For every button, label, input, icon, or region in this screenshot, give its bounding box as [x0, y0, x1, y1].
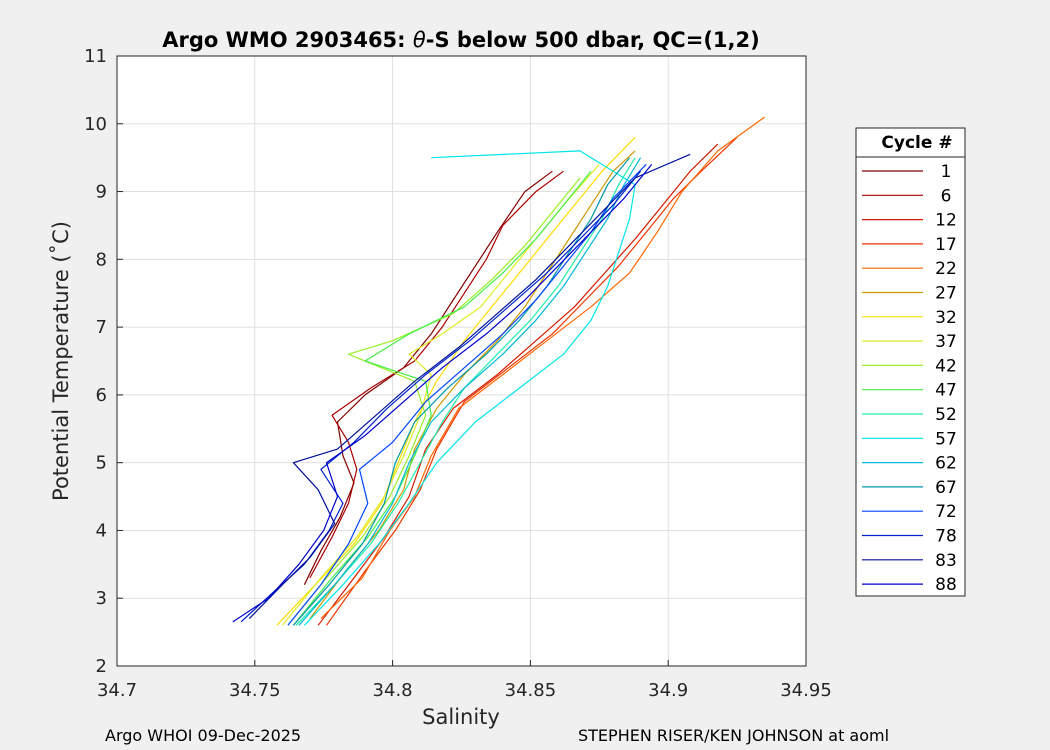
- y-tick-label: 7: [96, 317, 107, 338]
- footer-right: STEPHEN RISER/KEN JOHNSON at aoml: [578, 726, 889, 745]
- legend-label: 6: [941, 186, 952, 206]
- series-line-cycle-42: [287, 177, 581, 626]
- series-line-cycle-22: [320, 116, 766, 620]
- y-tick-label: 11: [84, 46, 107, 67]
- chart-title: Argo WMO 2903465: θ-S below 500 dbar, QC…: [162, 28, 759, 52]
- y-tick-label: 10: [84, 114, 107, 135]
- legend-label: 37: [935, 332, 957, 352]
- y-tick-label: 2: [96, 656, 107, 677]
- legend-label: 1: [941, 162, 952, 182]
- y-tick-label: 4: [96, 520, 107, 541]
- series-line-cycle-6: [309, 170, 564, 579]
- series-line-cycle-1: [303, 170, 553, 585]
- x-tick-label: 34.75: [229, 680, 281, 701]
- series-line-cycle-62: [298, 157, 642, 626]
- legend-label: 78: [935, 527, 957, 547]
- x-axis-label: Salinity: [422, 705, 500, 729]
- y-tick-label: 6: [96, 385, 107, 406]
- legend-label: 72: [935, 502, 957, 522]
- y-tick-label: 8: [96, 249, 107, 270]
- y-axis-ticks: 2 3 4 5 6 7 8 9 10 11: [84, 46, 123, 677]
- legend-label: 62: [935, 454, 957, 474]
- series-line-cycle-88: [232, 164, 653, 623]
- x-tick-label: 34.85: [505, 680, 557, 701]
- legend-box: [855, 127, 966, 597]
- footer-left: Argo WHOI 09-Dec-2025: [105, 726, 301, 745]
- plot-area: [117, 56, 806, 666]
- legend-label: 12: [935, 211, 957, 231]
- series-line-cycle-27: [309, 150, 636, 619]
- legend-label: 27: [935, 284, 957, 304]
- series-line-cycle-57: [303, 150, 636, 626]
- series-line-cycle-72: [287, 163, 647, 626]
- legend-label: 88: [935, 575, 957, 595]
- legend-label: 17: [935, 235, 957, 255]
- series-line-cycle-83: [248, 153, 691, 620]
- x-tick-label: 34.95: [780, 680, 832, 701]
- y-tick-label: 9: [96, 182, 107, 203]
- legend-label: 32: [935, 308, 957, 328]
- series-line-cycle-17: [326, 136, 738, 626]
- y-tick-label: 3: [96, 588, 107, 609]
- legend-items: 1 6 12 17 22 27 32 37 42 47 52 57 62 67 72 78 83 88: [862, 162, 957, 595]
- series-line-cycle-67: [292, 157, 631, 626]
- series-lines: [232, 116, 766, 626]
- legend-label: 42: [935, 356, 957, 376]
- legend-label: 22: [935, 259, 957, 279]
- series-line-cycle-37: [281, 164, 600, 626]
- x-tick-label: 34.9: [648, 680, 688, 701]
- legend-label: 47: [935, 381, 957, 401]
- legend-label: 57: [935, 429, 957, 449]
- legend-label: 52: [935, 405, 957, 425]
- series-line-cycle-47: [292, 170, 592, 626]
- plot-frame: [116, 55, 807, 667]
- legend-label: 83: [935, 551, 957, 571]
- legend-label: 67: [935, 478, 957, 498]
- x-tick-label: 34.7: [97, 680, 137, 701]
- x-axis-ticks: 34.7 34.75 34.8 34.85 34.9 34.95: [97, 660, 832, 701]
- legend-title: Cycle #: [881, 133, 952, 153]
- x-tick-label: 34.8: [373, 680, 413, 701]
- legend: Cycle # 1 6 12 17 22 27 32 37 42 47 52 57 62 67 72 78 83…: [855, 127, 966, 597]
- y-axis-label: Potential Temperature (˚C): [49, 221, 73, 501]
- y-tick-label: 5: [96, 453, 107, 474]
